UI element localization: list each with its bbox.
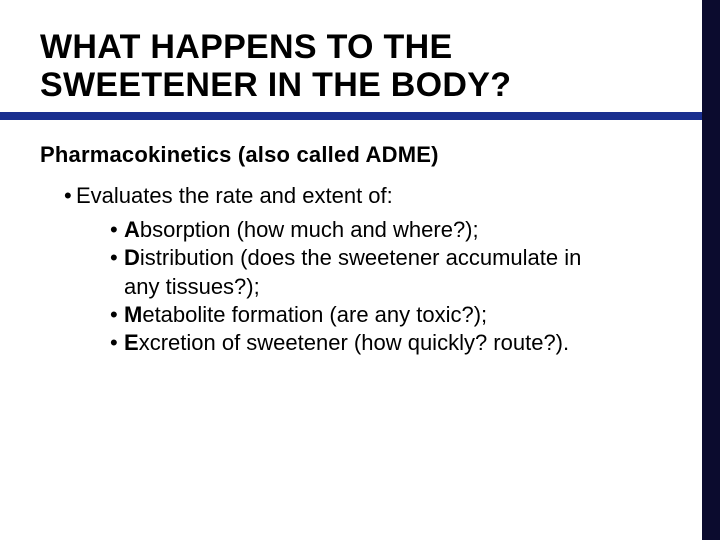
slide-title: WHAT HAPPENS TO THE SWEETENER IN THE BOD… — [40, 28, 672, 104]
list-item-text: Distribution (does the sweetener accumul… — [124, 244, 672, 300]
bullet-dot: • — [64, 182, 76, 210]
right-accent-stripe — [702, 0, 720, 540]
list-item-text: Metabolite formation (are any toxic?); — [124, 301, 672, 329]
adme-letter: D — [124, 245, 140, 270]
bullet-dot: • — [110, 301, 124, 329]
sub-bullet-list: • Absorption (how much and where?); • Di… — [110, 216, 672, 357]
list-item-rest: etabolite formation (are any toxic?); — [142, 302, 487, 327]
list-item: • Absorption (how much and where?); — [110, 216, 672, 244]
subheading: Pharmacokinetics (also called ADME) — [40, 142, 672, 168]
list-item-rest: istribution (does the sweetener accumula… — [124, 245, 581, 298]
title-line-1: WHAT HAPPENS TO THE — [40, 28, 452, 66]
list-item: • Distribution (does the sweetener accum… — [110, 244, 672, 300]
adme-letter: E — [124, 330, 139, 355]
list-item: • Metabolite formation (are any toxic?); — [110, 301, 672, 329]
bullet-dot: • — [110, 216, 124, 244]
list-item-rest: xcretion of sweetener (how quickly? rout… — [139, 330, 569, 355]
list-item-text: Absorption (how much and where?); — [124, 216, 672, 244]
list-item-rest: bsorption (how much and where?); — [140, 217, 479, 242]
title-underline — [0, 112, 702, 120]
slide-content: WHAT HAPPENS TO THE SWEETENER IN THE BOD… — [0, 0, 702, 540]
bullet-dot: • — [110, 329, 124, 357]
adme-letter: A — [124, 217, 140, 242]
lead-bullet: •Evaluates the rate and extent of: — [64, 182, 672, 210]
adme-letter: M — [124, 302, 142, 327]
bullet-dot: • — [110, 244, 124, 272]
list-item: • Excretion of sweetener (how quickly? r… — [110, 329, 672, 357]
lead-bullet-text: Evaluates the rate and extent of: — [76, 183, 393, 208]
title-line-2: SWEETENER IN THE BODY? — [40, 66, 511, 104]
list-item-text: Excretion of sweetener (how quickly? rou… — [124, 329, 672, 357]
